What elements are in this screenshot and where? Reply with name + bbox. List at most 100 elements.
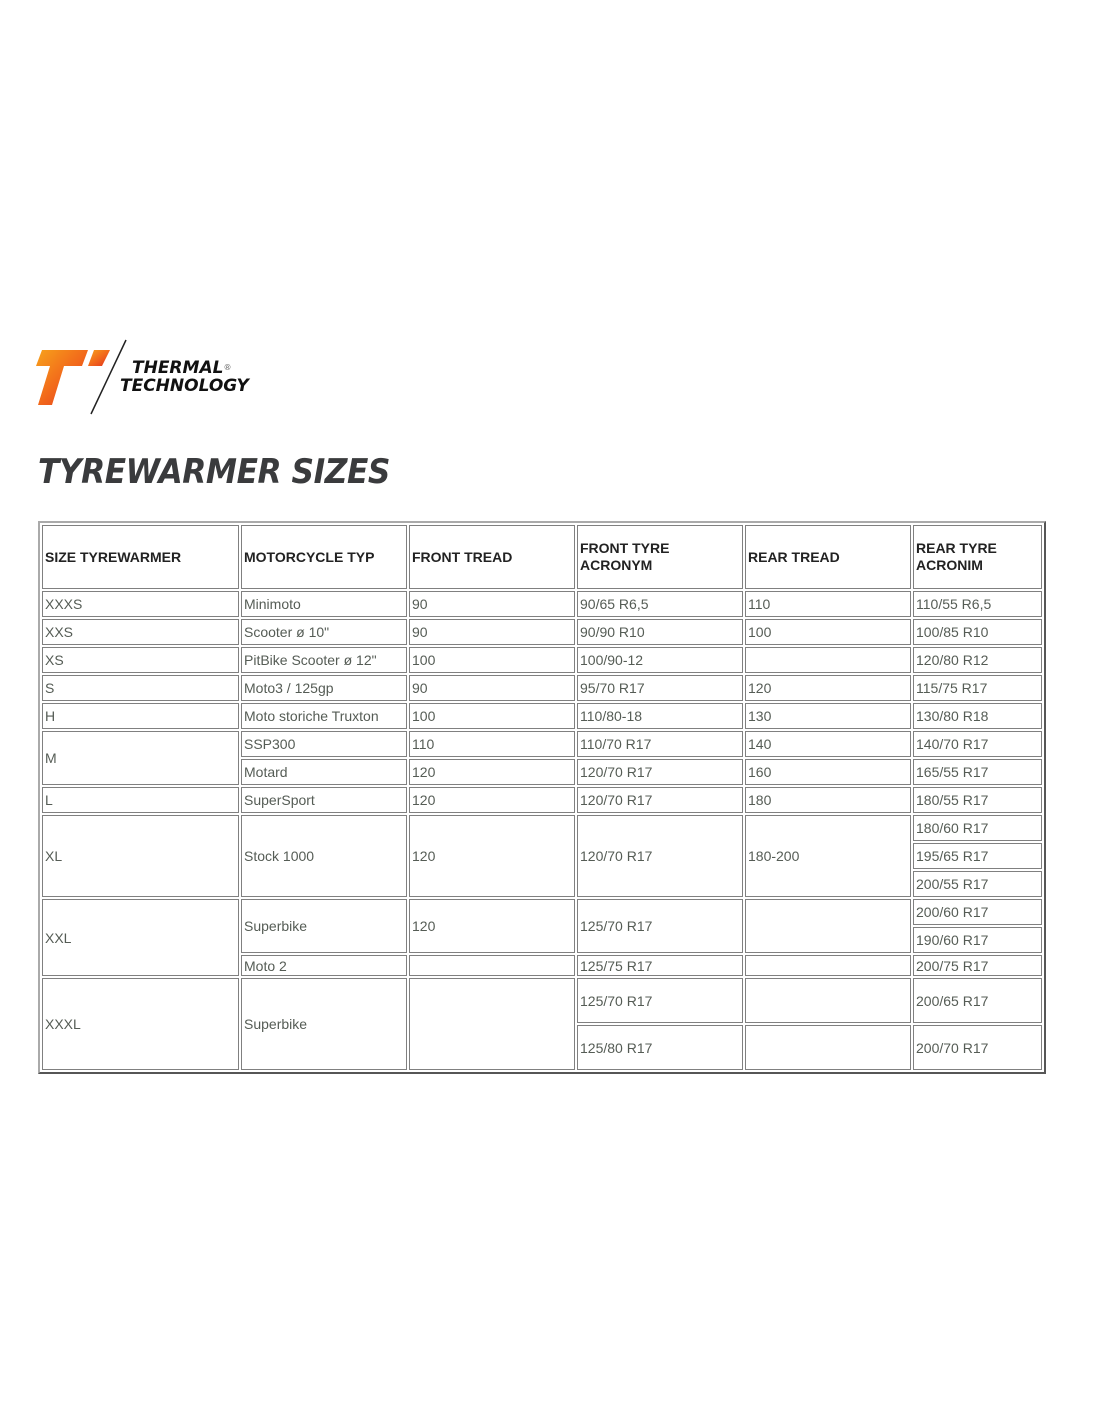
table-cell: Scooter ø 10" xyxy=(241,619,407,645)
table-cell: 180 xyxy=(745,787,911,813)
table-cell: 200/70 R17 xyxy=(913,1025,1042,1070)
table-cell xyxy=(745,955,911,976)
table-cell: XXL xyxy=(42,899,239,976)
table-cell: Moto 2 xyxy=(241,955,407,976)
table-cell: 180/55 R17 xyxy=(913,787,1042,813)
table-cell: Motard xyxy=(241,759,407,785)
table-cell: 190/60 R17 xyxy=(913,927,1042,953)
table-cell: 120 xyxy=(409,815,575,897)
table-cell: 125/75 R17 xyxy=(577,955,743,976)
table-cell: 100 xyxy=(409,647,575,673)
header-rear-tyre-acronym: REAR TYRE ACRONIM xyxy=(913,525,1042,589)
table-cell: 180-200 xyxy=(745,815,911,897)
table-cell: 100 xyxy=(409,703,575,729)
table-cell: 120 xyxy=(409,899,575,953)
table-cell: 110/55 R6,5 xyxy=(913,591,1042,617)
table-cell: 120/80 R12 xyxy=(913,647,1042,673)
table-cell: 125/70 R17 xyxy=(577,899,743,953)
header-front-tread: FRONT TREAD xyxy=(409,525,575,589)
table-row: Motard 120 120/70 R17 160 165/55 R17 xyxy=(42,759,1042,785)
table-cell xyxy=(745,978,911,1023)
table-cell: XXXL xyxy=(42,978,239,1070)
table-row: M SSP300 110 110/70 R17 140 140/70 R17 xyxy=(42,731,1042,785)
table-cell: 200/60 R17 xyxy=(913,899,1042,925)
table-cell: XS xyxy=(42,647,239,673)
table-row: 195/65 R17 xyxy=(42,843,1042,869)
table-row: XS PitBike Scooter ø 12" 100 100/90-12 120/8… xyxy=(42,647,1042,673)
table-cell: 100 xyxy=(745,619,911,645)
table-cell xyxy=(745,899,911,953)
table-cell: 120/70 R17 xyxy=(577,787,743,813)
table-row: XXXS Minimoto 90 90/65 R6,5 110 110/55 R6,5 xyxy=(42,591,1042,617)
table-cell: Superbike xyxy=(241,978,407,1070)
table-cell: SuperSport xyxy=(241,787,407,813)
table-cell: 130 xyxy=(745,703,911,729)
table-cell xyxy=(409,955,575,976)
table-row: XXS Scooter ø 10" 90 90/90 R10 100 100/85 R10 xyxy=(42,619,1042,645)
table-row: H Moto storiche Truxton 100 110/80-18 130 130… xyxy=(42,703,1042,729)
table-cell: 120 xyxy=(745,675,911,701)
table-cell: 165/55 R17 xyxy=(913,759,1042,785)
table-row: Moto 2 125/75 R17 200/75 R17 xyxy=(42,955,1042,976)
table-cell: SSP300 xyxy=(241,731,407,757)
table-cell: L xyxy=(42,787,239,813)
table-cell: Superbike xyxy=(241,899,407,953)
table-cell: 110/80-18 xyxy=(577,703,743,729)
brand-logo: THERMAL® TECHNOLOGY xyxy=(36,338,256,418)
table-cell: 125/70 R17 xyxy=(577,978,743,1023)
size-table: SIZE TYREWARMER MOTORCYCLE TYP FRONT TRE… xyxy=(38,521,1046,1074)
table-cell: 120 xyxy=(409,759,575,785)
table-cell: 200/75 R17 xyxy=(913,955,1042,976)
table-cell: 140/70 R17 xyxy=(913,731,1042,757)
table-cell: 115/75 R17 xyxy=(913,675,1042,701)
header-front-tyre-acronym: FRONT TYRE ACRONYM xyxy=(577,525,743,589)
table-row: S Moto3 / 125gp 90 95/70 R17 120 115/75 R17 xyxy=(42,675,1042,701)
table-cell: 200/55 R17 xyxy=(913,871,1042,897)
table-cell: 140 xyxy=(745,731,911,757)
table-row: XL Stock 1000 120 120/70 R17 180-200 180/60 R… xyxy=(42,815,1042,897)
table-cell: 120/70 R17 xyxy=(577,815,743,897)
table-cell: 120/70 R17 xyxy=(577,759,743,785)
table-header-row: SIZE TYREWARMER MOTORCYCLE TYP FRONT TRE… xyxy=(42,525,1042,589)
table-cell: PitBike Scooter ø 12" xyxy=(241,647,407,673)
table-row: XXXL Superbike 125/70 R17 200/65 R17 xyxy=(42,978,1042,1070)
header-size: SIZE TYREWARMER xyxy=(42,525,239,589)
table-cell: S xyxy=(42,675,239,701)
table-cell: XL xyxy=(42,815,239,897)
table-row: 190/60 R17 xyxy=(42,927,1042,953)
thermal-technology-logo-mark xyxy=(36,339,127,415)
table-cell: 110/70 R17 xyxy=(577,731,743,757)
table-cell: 90 xyxy=(409,591,575,617)
table-cell: 100/90-12 xyxy=(577,647,743,673)
table-cell: 200/65 R17 xyxy=(913,978,1042,1023)
table-cell: 110 xyxy=(745,591,911,617)
table-cell: Moto3 / 125gp xyxy=(241,675,407,701)
table-cell: 125/80 R17 xyxy=(577,1025,743,1070)
table-cell: 90/65 R6,5 xyxy=(577,591,743,617)
table-cell: Moto storiche Truxton xyxy=(241,703,407,729)
table-cell: 195/65 R17 xyxy=(913,843,1042,869)
table-cell: 95/70 R17 xyxy=(577,675,743,701)
table-row: 125/80 R17 200/70 R17 xyxy=(42,1025,1042,1070)
table-cell: 90 xyxy=(409,619,575,645)
brand-wordmark: THERMAL® TECHNOLOGY xyxy=(120,358,249,396)
table-cell: 180/60 R17 xyxy=(913,815,1042,841)
table-cell xyxy=(745,1025,911,1070)
table-cell xyxy=(409,978,575,1070)
table-cell: 110 xyxy=(409,731,575,757)
table-cell: M xyxy=(42,731,239,785)
header-motorcycle-type: MOTORCYCLE TYP xyxy=(241,525,407,589)
page-title: TYREWARMER SIZES xyxy=(38,452,390,492)
header-rear-tread: REAR TREAD xyxy=(745,525,911,589)
table-cell: XXXS xyxy=(42,591,239,617)
table-cell: 120 xyxy=(409,787,575,813)
table-cell xyxy=(745,647,911,673)
table-cell: 130/80 R18 xyxy=(913,703,1042,729)
table-cell: Minimoto xyxy=(241,591,407,617)
table-cell: XXS xyxy=(42,619,239,645)
table-cell: 90 xyxy=(409,675,575,701)
table-row: L SuperSport 120 120/70 R17 180 180/55 R17 xyxy=(42,787,1042,813)
table-row: XXL Superbike 120 125/70 R17 200/60 R17 xyxy=(42,899,1042,976)
table-row: 200/55 R17 xyxy=(42,871,1042,897)
table-cell: H xyxy=(42,703,239,729)
